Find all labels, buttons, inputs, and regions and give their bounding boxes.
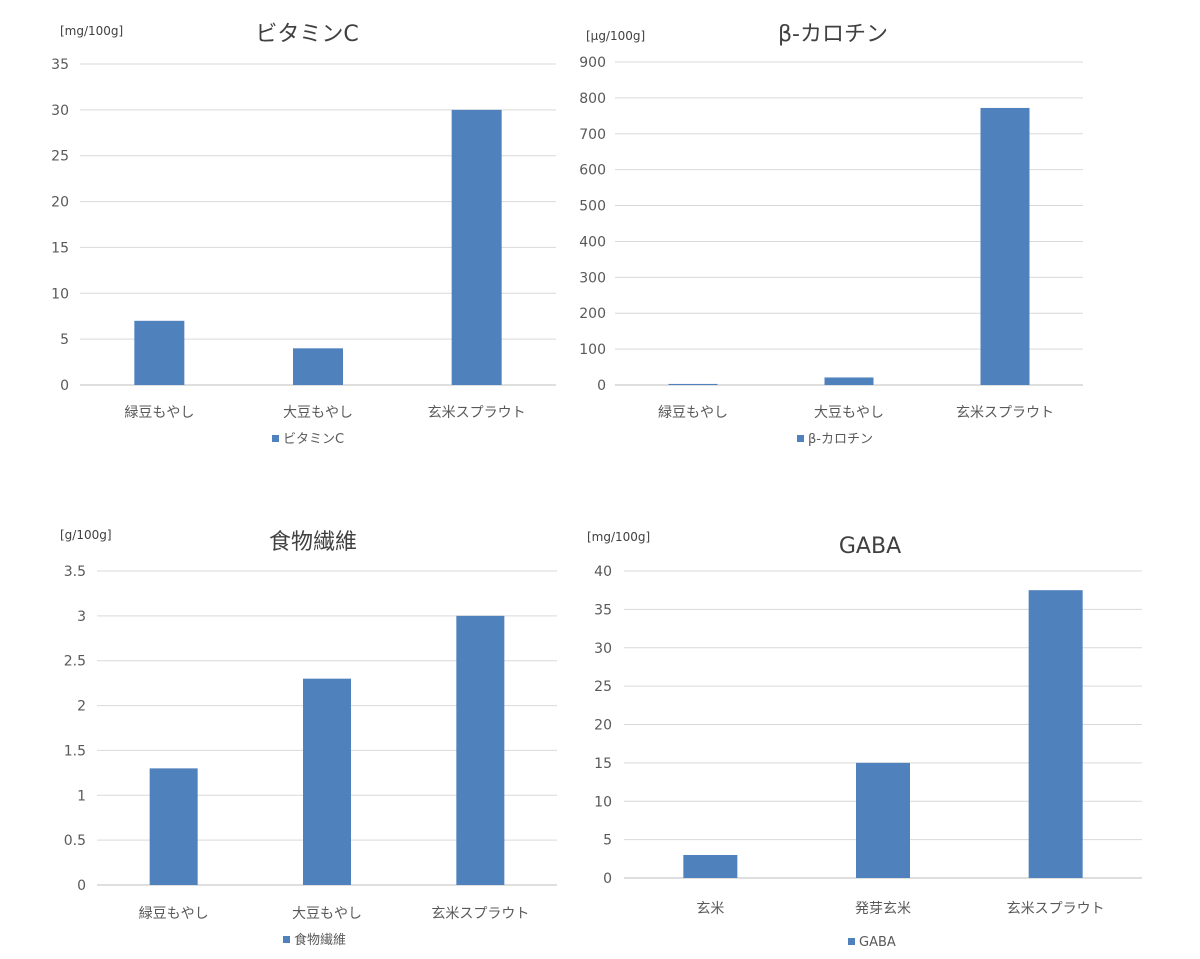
y-tick-label: 25 [51,149,69,165]
chart-title: 食物繊維 [269,530,357,555]
legend-label: β-カロチン [808,432,873,447]
y-tick-label: 5 [603,833,612,849]
bar [149,768,198,885]
legend-swatch [283,936,290,943]
y-tick-label: 20 [51,195,69,211]
legend-swatch [797,435,804,442]
y-tick-label: 5 [60,332,69,348]
x-category-label: 玄米スプラウト [956,404,1054,421]
beta-carotene-chart: β-カロチン [μg/100g] 0 100 200 300 400 500 600 700 800… [579,22,1083,447]
bar [980,107,1030,385]
chart-title: GABA [839,534,901,559]
x-category-label: 発芽玄米 [855,900,911,917]
y-tick-label: 0 [60,378,69,394]
y-tick-label: 1 [77,788,86,804]
y-tick-label: 800 [579,91,606,107]
x-category-label: 大豆もやし [283,405,353,421]
y-tick-label: 0.5 [64,833,86,849]
chart-title: β-カロチン [778,22,888,47]
dietary-fiber-chart: 食物繊維 [g/100g] 0 0.5 1 1.5 2 2.5 3 3.5 緑豆もやし 大豆もやし 玄米… [60,528,557,948]
y-unit-label: [g/100g] [60,528,112,542]
y-tick-label: 100 [579,342,606,358]
x-category-label: 玄米 [696,900,724,917]
y-tick-label: 900 [579,55,606,71]
y-unit-label: [μg/100g] [586,29,645,43]
x-category-label: 大豆もやし [814,405,884,421]
y-tick-label: 2 [77,699,86,715]
y-tick-label: 0 [603,871,612,887]
y-tick-label: 0 [77,878,86,894]
y-tick-label: 10 [51,286,69,302]
chart-title: ビタミンC [255,22,358,47]
y-unit-label: [mg/100g] [587,530,650,544]
y-tick-label: 400 [579,234,606,250]
gaba-chart: GABA [mg/100g] 0 5 10 15 20 25 30 35 40 玄米 発芽玄米 玄米スプラ… [587,530,1142,950]
bar [134,320,185,385]
x-category-label: 玄米スプラウト [1007,900,1105,917]
vitamin-c-chart: ビタミンC [mg/100g] 0 5 10 15 20 25 30 35 緑豆もやし 大豆もやし 玄米… [51,22,556,447]
bar [293,348,343,385]
bar [856,762,910,878]
y-unit-label: [mg/100g] [60,24,123,38]
bar [683,854,738,878]
x-category-label: 玄米スプラウト [428,404,526,421]
y-tick-label: 35 [51,57,69,73]
y-tick-label: 1.5 [64,743,86,759]
y-tick-label: 700 [579,127,606,143]
y-tick-label: 600 [579,163,606,179]
y-tick-label: 40 [594,564,612,580]
y-tick-label: 0 [597,378,606,394]
bar [668,383,718,385]
legend-label: 食物繊維 [294,932,346,948]
bar [451,109,502,385]
bar [1028,590,1083,878]
y-tick-label: 300 [579,270,606,286]
y-tick-label: 200 [579,306,606,322]
legend-label: GABA [859,935,896,950]
x-category-label: 緑豆もやし [139,906,209,922]
bar [303,678,351,885]
y-tick-label: 2.5 [64,654,86,670]
y-tick-label: 35 [594,602,612,618]
y-tick-label: 15 [51,240,69,256]
y-tick-label: 15 [594,756,612,772]
y-tick-label: 3.5 [64,564,86,580]
x-category-label: 緑豆もやし [658,405,728,421]
bar [456,615,505,885]
y-tick-label: 500 [579,199,606,215]
legend-swatch [848,938,855,945]
x-category-label: 玄米スプラウト [431,905,529,922]
y-tick-label: 10 [594,794,612,810]
legend-label: ビタミンC [283,432,344,447]
y-tick-label: 30 [51,103,69,119]
x-category-label: 大豆もやし [292,906,362,922]
x-category-label: 緑豆もやし [124,405,194,421]
legend-swatch [272,435,279,442]
y-tick-label: 20 [594,718,612,734]
y-tick-label: 3 [77,609,86,625]
bar [824,377,874,385]
y-tick-label: 25 [594,679,612,695]
y-tick-label: 30 [594,641,612,657]
